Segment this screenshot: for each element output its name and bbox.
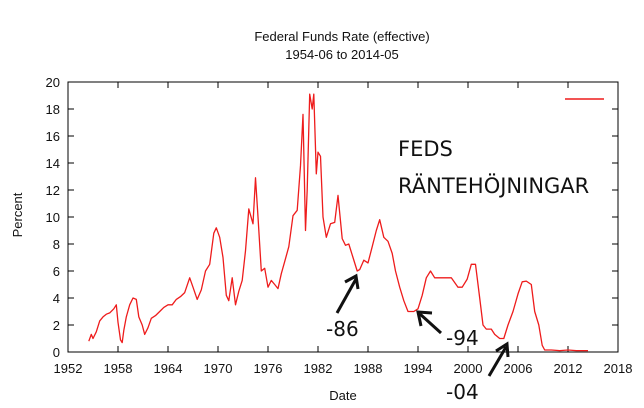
y-tick-label: 18	[46, 102, 60, 117]
x-tick-label: 2000	[454, 361, 483, 376]
x-tick-label: 1958	[104, 361, 133, 376]
y-tick-label: 12	[46, 183, 60, 198]
y-tick-label: 20	[46, 75, 60, 90]
x-tick-label: 2006	[504, 361, 533, 376]
x-tick-label: 1964	[154, 361, 183, 376]
series-line	[88, 93, 588, 352]
x-axis-label: Date	[329, 388, 356, 403]
arrow-86	[335, 273, 360, 314]
y-tick-label: 10	[46, 210, 60, 225]
y-tick-label: 14	[46, 156, 60, 171]
x-tick-label: 1970	[204, 361, 233, 376]
annotation-86: -86	[326, 317, 359, 341]
arrow-94	[416, 310, 443, 335]
annotation-04: -04	[446, 380, 479, 404]
y-tick-label: 8	[53, 237, 60, 252]
chart-title: Federal Funds Rate (effective)	[254, 29, 429, 44]
x-tick-label: 2012	[554, 361, 583, 376]
plot-frame	[67, 81, 619, 353]
series-layer	[88, 93, 588, 352]
annotation-94: -94	[446, 326, 479, 350]
x-axis: 1952 1958 1964 1970 1976 1982 1988 1994 2000 2006…	[54, 82, 633, 376]
y-axis-label: Percent	[10, 192, 25, 237]
y-tick-label: 6	[53, 264, 60, 279]
x-tick-label: 1976	[254, 361, 283, 376]
chart-subtitle: 1954-06 to 2014-05	[285, 47, 398, 62]
annotation-feds: FEDS	[398, 137, 453, 161]
y-axis: 0 2 4 6 8 10 12 14 16 18 20	[46, 75, 618, 360]
x-tick-label: 1952	[54, 361, 83, 376]
x-tick-label: 1982	[304, 361, 333, 376]
x-tick-label: 2018	[604, 361, 633, 376]
x-tick-label: 1994	[404, 361, 433, 376]
y-tick-label: 2	[53, 318, 60, 333]
arrow-04	[487, 341, 510, 377]
x-tick-label: 1988	[354, 361, 383, 376]
y-tick-label: 16	[46, 129, 60, 144]
y-tick-label: 0	[53, 345, 60, 360]
y-tick-label: 4	[53, 291, 60, 306]
annotation-rantehojningar: RÄNTEHÖJNINGAR	[398, 173, 589, 198]
